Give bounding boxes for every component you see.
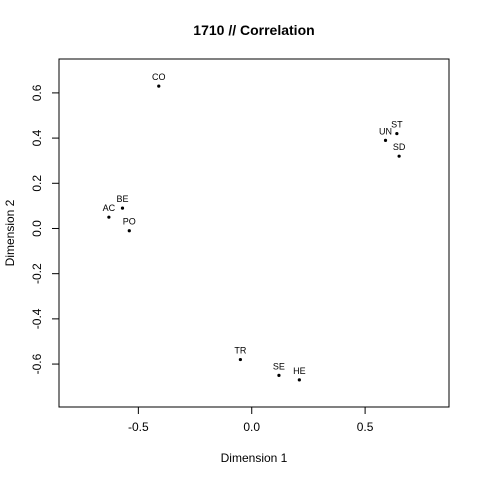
point-sd xyxy=(397,154,401,158)
x-axis: -0.5 0.0 0.5 xyxy=(128,407,374,434)
y-tick-label: 0.6 xyxy=(30,84,44,101)
y-tick-label: 0.0 xyxy=(30,220,44,237)
point-label-se: SE xyxy=(273,361,285,371)
point-se xyxy=(277,373,281,377)
point-po xyxy=(127,229,131,233)
point-label-tr: TR xyxy=(234,346,246,356)
x-tick-label: 0.5 xyxy=(357,420,374,434)
point-label-be: BE xyxy=(116,194,128,204)
y-tick-label: 0.4 xyxy=(30,129,44,146)
point-label-sd: SD xyxy=(393,142,406,152)
point-be xyxy=(120,206,125,210)
point-ac xyxy=(107,215,111,219)
y-axis: -0.6 -0.4 -0.2 0.0 0.2 0.4 0.6 xyxy=(30,84,59,374)
point-label-ac: AC xyxy=(103,203,116,213)
point-label-co: CO xyxy=(152,72,166,82)
chart-title: 1710 // Correlation xyxy=(193,22,314,38)
point-label-un: UN xyxy=(379,126,392,136)
point-un xyxy=(383,138,388,142)
point-tr xyxy=(238,357,242,362)
x-tick-label: 0.0 xyxy=(243,420,260,434)
point-co xyxy=(157,84,161,88)
plot-frame xyxy=(58,58,450,408)
point-st xyxy=(395,131,399,136)
y-tick-label: -0.6 xyxy=(30,353,44,374)
point-he xyxy=(297,378,301,382)
x-tick-label: -0.5 xyxy=(128,420,149,434)
y-tick-label: 0.2 xyxy=(30,175,44,192)
point-label-po: PO xyxy=(123,217,136,227)
point-label-st: ST xyxy=(391,120,403,130)
y-tick-label: -0.4 xyxy=(30,308,44,329)
y-axis-label: Dimension 2 xyxy=(3,199,17,266)
x-axis-label: Dimension 1 xyxy=(221,451,288,465)
point-label-he: HE xyxy=(293,366,306,376)
y-tick-label: -0.2 xyxy=(30,263,44,284)
